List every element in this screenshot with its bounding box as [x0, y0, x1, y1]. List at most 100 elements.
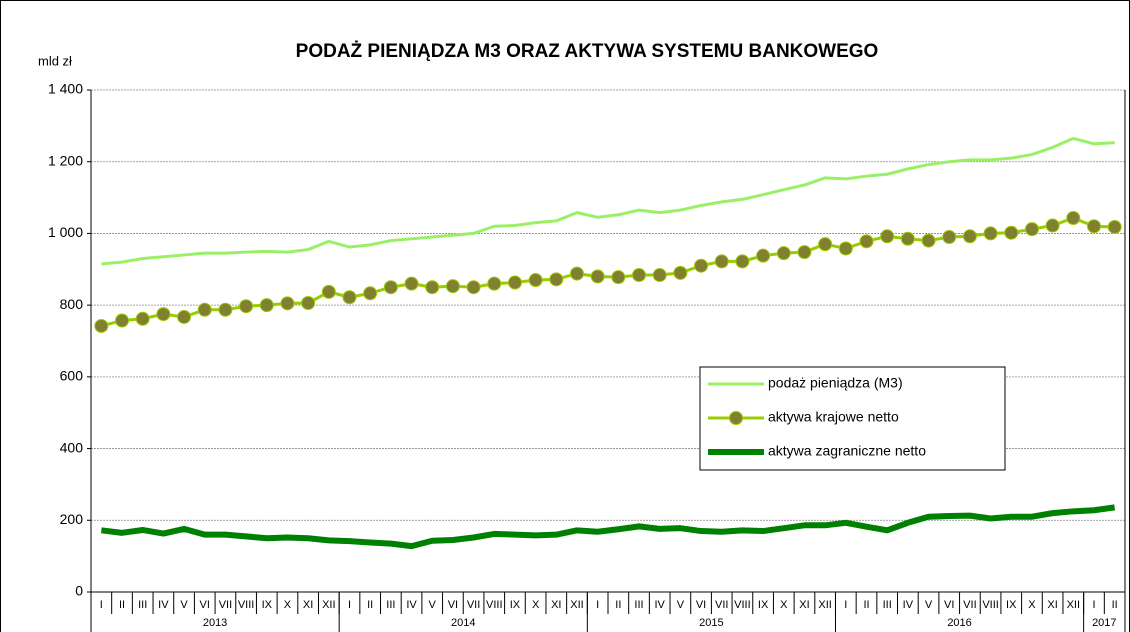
x-tick-label: I	[100, 599, 103, 611]
series-marker	[239, 299, 254, 314]
x-tick-label: I	[596, 599, 599, 611]
series-marker	[1024, 222, 1039, 237]
x-tick-label: III	[883, 599, 892, 611]
x-tick-label: II	[1112, 599, 1118, 611]
series-marker	[301, 295, 316, 310]
chart-title: PODAŻ PIENIĄDZA M3 ORAZ AKTYWA SYSTEMU B…	[296, 41, 879, 62]
x-tick-label: X	[780, 599, 788, 611]
x-tick-label: V	[677, 599, 685, 611]
x-tick-label: III	[138, 599, 147, 611]
x-tick-label: XI	[551, 599, 561, 611]
x-tick-label: V	[429, 599, 437, 611]
series-marker	[383, 280, 398, 295]
x-tick-label: VI	[200, 599, 210, 611]
series-marker	[632, 268, 647, 283]
x-tick-label: IX	[1006, 599, 1017, 611]
x-tick-label: XI	[303, 599, 313, 611]
series-marker	[549, 272, 564, 287]
x-tick-label: II	[863, 599, 869, 611]
series-marker	[259, 298, 274, 313]
year-label: 2017	[1092, 617, 1116, 629]
y-tick-label: 1 000	[48, 224, 83, 240]
x-tick-label: I	[1092, 599, 1095, 611]
y-tick-label: 600	[60, 368, 84, 384]
year-label: 2014	[451, 617, 475, 629]
series-marker	[1086, 219, 1101, 234]
x-tick-label: V	[925, 599, 933, 611]
series-marker	[818, 237, 833, 252]
series-marker	[321, 284, 336, 299]
series-marker	[756, 248, 771, 263]
x-tick-label: IV	[903, 599, 914, 611]
year-label: 2013	[203, 617, 227, 629]
x-tick-label: X	[532, 599, 540, 611]
x-tick-label: VIII	[486, 599, 503, 611]
x-tick-label: VII	[467, 599, 480, 611]
series-line	[100, 504, 1116, 550]
x-tick-label: V	[180, 599, 188, 611]
x-tick-label: IV	[654, 599, 665, 611]
series-marker	[652, 268, 667, 283]
series-marker	[425, 280, 440, 295]
x-tick-label: I	[348, 599, 351, 611]
series-marker	[714, 254, 729, 269]
y-tick-label: 0	[75, 583, 83, 599]
x-tick-label: IV	[406, 599, 417, 611]
series-marker	[1045, 218, 1060, 233]
series-marker	[694, 258, 709, 273]
x-tick-label: X	[284, 599, 292, 611]
series-marker	[1107, 219, 1122, 234]
x-tick-label: VIII	[734, 599, 751, 611]
series-marker	[611, 270, 626, 285]
series-marker	[590, 269, 605, 284]
y-axis-label: mld zł	[38, 53, 72, 68]
x-tick-label: IX	[510, 599, 521, 611]
y-tick-label: 1 400	[48, 81, 83, 97]
x-tick-label: VIII	[238, 599, 255, 611]
series-marker	[776, 246, 791, 261]
series-marker	[859, 234, 874, 249]
y-tick-label: 400	[60, 439, 84, 455]
x-tick-label: II	[367, 599, 373, 611]
series-marker	[135, 311, 150, 326]
series-marker	[797, 245, 812, 260]
y-tick-label: 200	[60, 511, 84, 527]
series-line	[101, 136, 1115, 266]
x-tick-label: VI	[944, 599, 954, 611]
series-marker	[218, 302, 233, 317]
series-marker	[342, 290, 357, 305]
series-marker	[735, 254, 750, 269]
series-marker	[1004, 225, 1019, 240]
series-marker	[921, 233, 936, 248]
legend-label: podaż pieniądza (M3)	[768, 375, 903, 391]
series-marker	[880, 229, 895, 244]
x-tick-label: IX	[262, 599, 273, 611]
x-tick-label: IX	[758, 599, 769, 611]
series-line	[100, 216, 1115, 328]
x-tick-label: VII	[219, 599, 232, 611]
series-marker	[1066, 211, 1081, 226]
x-tick-label: X	[1028, 599, 1036, 611]
x-tick-label: VII	[715, 599, 728, 611]
series-marker	[445, 279, 460, 294]
series-marker	[838, 241, 853, 256]
series-marker	[363, 286, 378, 301]
x-tick-label: III	[386, 599, 395, 611]
series-marker	[466, 280, 481, 295]
x-tick-label: XII	[322, 599, 335, 611]
x-tick-label: VI	[696, 599, 706, 611]
year-label: 2016	[947, 617, 971, 629]
y-tick-label: 800	[60, 296, 84, 312]
series-marker	[280, 296, 295, 311]
x-tick-label: VII	[963, 599, 976, 611]
x-tick-label: XII	[818, 599, 831, 611]
series-marker	[569, 266, 584, 281]
x-tick-label: XI	[1047, 599, 1057, 611]
series-marker	[197, 302, 212, 317]
series-marker	[942, 230, 957, 245]
series-marker	[900, 231, 915, 246]
series-marker	[487, 276, 502, 291]
x-tick-label: II	[615, 599, 621, 611]
series-marker	[94, 318, 109, 333]
